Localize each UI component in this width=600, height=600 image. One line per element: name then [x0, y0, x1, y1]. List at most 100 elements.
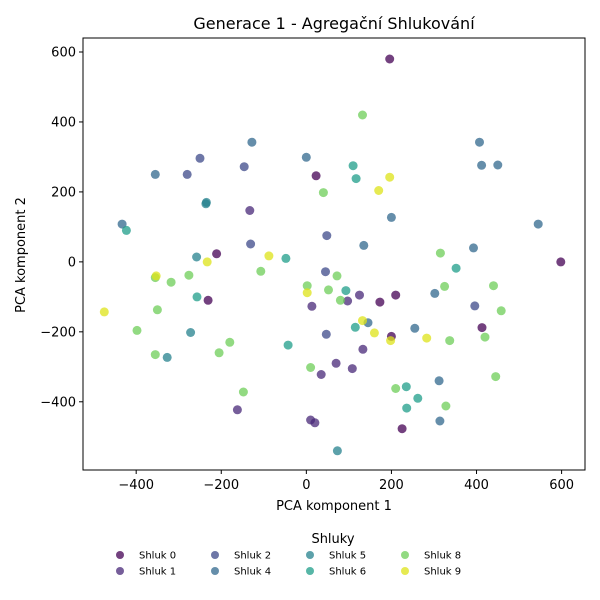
axes: −400 −200 0 200 400 600 −400 −200 0 200 400 600 — [40, 37, 586, 493]
data-point — [256, 266, 266, 276]
legend-marker — [401, 567, 409, 575]
legend-label: Shluk 1 — [139, 567, 176, 578]
data-point — [556, 257, 566, 267]
data-point — [132, 325, 142, 335]
data-point — [331, 358, 341, 368]
data-point — [341, 286, 351, 296]
data-point — [182, 169, 192, 179]
legend-marker — [116, 567, 124, 575]
data-point — [202, 257, 212, 267]
data-point — [152, 305, 162, 315]
legend-marker — [401, 551, 409, 559]
data-point — [310, 418, 320, 428]
data-point — [195, 153, 205, 163]
y-tick-label: 0 — [68, 255, 76, 270]
data-point — [434, 376, 444, 386]
x-axis-label: PCA komponent 1 — [276, 499, 392, 514]
data-point — [203, 295, 213, 305]
x-tick-label: −200 — [203, 478, 239, 493]
data-point — [166, 277, 176, 287]
legend-marker — [306, 551, 314, 559]
data-point — [358, 110, 367, 120]
data-point — [477, 323, 487, 333]
legend-label: Shluk 9 — [424, 567, 461, 578]
data-point — [533, 219, 543, 229]
legend-marker — [211, 567, 219, 575]
data-point — [358, 316, 367, 326]
data-point — [332, 446, 342, 456]
data-point — [440, 281, 450, 291]
data-point — [385, 172, 395, 182]
data-point — [232, 405, 242, 415]
data-point — [374, 186, 384, 195]
data-point — [238, 387, 248, 397]
data-point — [192, 292, 202, 302]
data-point — [391, 290, 401, 300]
data-point — [150, 169, 160, 179]
data-point — [469, 243, 478, 253]
data-point — [386, 212, 396, 222]
data-point — [324, 285, 333, 295]
data-point — [121, 225, 131, 235]
data-point — [496, 306, 506, 316]
legend-label: Shluk 0 — [139, 551, 176, 562]
data-point — [283, 340, 293, 350]
data-point — [322, 231, 332, 241]
data-point — [385, 54, 395, 64]
data-point — [410, 323, 420, 333]
data-point — [281, 253, 291, 263]
x-tick-label: −400 — [118, 478, 154, 493]
data-point — [99, 307, 109, 317]
legend-label: Shluk 5 — [329, 551, 366, 562]
data-point — [264, 251, 274, 261]
data-point — [302, 288, 312, 298]
x-tick-label: 400 — [464, 478, 489, 493]
data-point — [375, 297, 385, 307]
data-point — [441, 401, 451, 411]
data-point — [311, 171, 321, 181]
data-point — [435, 416, 445, 426]
legend-label: Shluk 4 — [234, 567, 271, 578]
data-point — [316, 370, 326, 379]
data-point — [201, 199, 211, 209]
y-tick-label: −200 — [40, 325, 76, 340]
data-point — [430, 288, 440, 298]
legend-marker — [211, 551, 219, 559]
plot-area — [99, 54, 566, 456]
data-point — [214, 348, 224, 358]
data-point — [402, 403, 412, 413]
data-point — [413, 393, 423, 403]
data-point — [347, 364, 357, 374]
data-point — [435, 248, 445, 258]
data-point — [445, 336, 455, 346]
x-tick-label: 0 — [302, 478, 310, 493]
data-point — [477, 160, 487, 170]
data-point — [212, 249, 222, 259]
data-point — [225, 337, 235, 347]
data-point — [491, 372, 501, 382]
data-point — [192, 252, 202, 262]
data-point — [184, 270, 194, 280]
data-point — [391, 384, 401, 393]
legend: Shluky Shluk 0 Shluk 1 Shluk 2 Shluk 4 Shluk… — [116, 532, 461, 578]
data-point — [475, 137, 484, 147]
data-point — [422, 333, 432, 343]
data-point — [386, 336, 396, 346]
y-tick-label: 200 — [51, 185, 76, 200]
plot-frame — [82, 37, 586, 471]
x-tick-label: 600 — [549, 478, 574, 493]
data-point — [358, 344, 368, 354]
data-point — [350, 322, 360, 332]
legend-label: Shluk 8 — [424, 551, 461, 562]
data-point — [321, 329, 331, 339]
data-point — [451, 263, 461, 273]
data-point — [489, 281, 498, 291]
data-point — [397, 424, 407, 434]
y-tick-label: 600 — [51, 45, 76, 60]
legend-marker — [116, 551, 124, 559]
data-point — [343, 296, 353, 306]
data-point — [239, 162, 249, 172]
data-point — [247, 137, 257, 147]
data-point — [359, 240, 369, 250]
legend-label: Shluk 2 — [234, 551, 271, 562]
